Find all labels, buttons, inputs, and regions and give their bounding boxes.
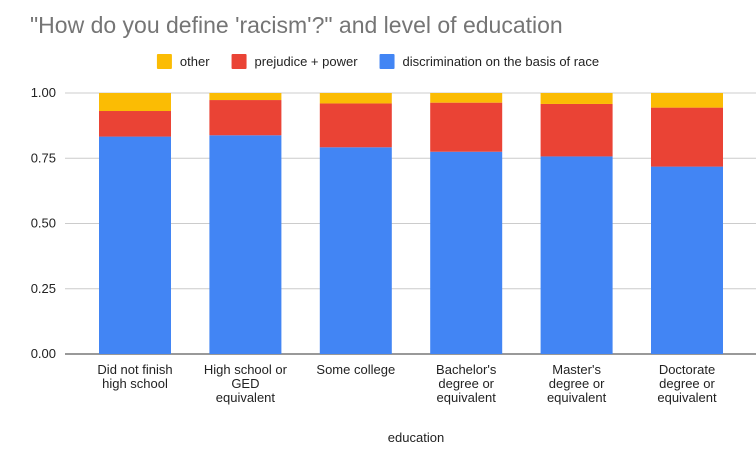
x-tick-label-line: Did not finish xyxy=(97,362,172,377)
legend: other prejudice + power discrimination on … xyxy=(156,54,600,69)
y-tick-label: 0.00 xyxy=(31,346,56,361)
bar-other-2 xyxy=(319,93,392,104)
x-axis-title: education xyxy=(388,430,444,445)
legend-swatch xyxy=(231,54,247,69)
x-tick-label-line: equivalent xyxy=(216,390,276,405)
legend-label: prejudice + power xyxy=(255,54,359,69)
x-tick-label-line: Master's xyxy=(552,362,601,377)
bar-discrimination-on-the-basis-of-race-2 xyxy=(319,147,392,354)
bar-prejudice-power-5 xyxy=(651,107,723,167)
y-tick-label: 1.00 xyxy=(31,85,56,100)
bar-discrimination-on-the-basis-of-race-0 xyxy=(99,136,171,354)
x-tick-label-line: degree or xyxy=(438,376,494,391)
gridlines xyxy=(65,92,756,355)
y-tick-label: 0.75 xyxy=(31,150,56,165)
x-tick-label-line: equivalent xyxy=(657,390,717,405)
x-tick-label-line: GED xyxy=(231,376,259,391)
bar-other-5 xyxy=(651,93,723,108)
bar-other-4 xyxy=(540,93,613,104)
bars xyxy=(99,93,723,354)
x-tick-label-line: Some college xyxy=(316,362,395,377)
bar-prejudice-power-2 xyxy=(319,103,392,148)
bar-prejudice-power-3 xyxy=(430,102,503,152)
x-tick-label-line: High school or xyxy=(204,362,288,377)
x-tick-label-line: Doctorate xyxy=(659,362,715,377)
x-tick-label-line: Bachelor's xyxy=(436,362,497,377)
bar-discrimination-on-the-basis-of-race-4 xyxy=(540,156,613,354)
x-tick-label: High school or GED equivalent xyxy=(204,362,288,405)
x-tick-label-line: high school xyxy=(102,376,168,391)
x-tick-label: Bachelor's degree or equivalent xyxy=(436,362,497,405)
y-tick-label: 0.50 xyxy=(31,216,56,231)
bar-discrimination-on-the-basis-of-race-1 xyxy=(209,135,282,354)
bar-discrimination-on-the-basis-of-race-5 xyxy=(651,166,723,354)
x-tick-label-line: degree or xyxy=(549,376,605,391)
y-axis-ticks: 0.00 0.25 0.50 0.75 1.00 xyxy=(31,85,56,361)
legend-label: discrimination on the basis of race xyxy=(403,54,600,69)
x-tick-label-line: equivalent xyxy=(437,390,497,405)
legend-item-prejudice-power: prejudice + power xyxy=(231,54,359,69)
bar-discrimination-on-the-basis-of-race-3 xyxy=(430,151,503,354)
legend-label: other xyxy=(180,54,210,69)
bar-other-0 xyxy=(99,93,171,112)
bar-prejudice-power-1 xyxy=(209,100,282,136)
x-tick-label: Master's degree or equivalent xyxy=(547,362,607,405)
x-tick-label: Some college xyxy=(316,362,395,377)
legend-item-discrimination-on-the-basis-of-race: discrimination on the basis of race xyxy=(379,54,600,69)
bar-other-3 xyxy=(430,93,503,103)
x-axis-ticks: Did not finish high school High school or G… xyxy=(97,362,717,405)
legend-swatch xyxy=(156,54,172,69)
chart-title: "How do you define 'racism'?" and level … xyxy=(30,12,563,38)
y-tick-label: 0.25 xyxy=(31,281,56,296)
bar-prejudice-power-0 xyxy=(99,111,171,137)
x-tick-label: Did not finish high school xyxy=(97,362,172,391)
x-tick-label-line: degree or xyxy=(659,376,715,391)
bar-prejudice-power-4 xyxy=(540,103,613,157)
x-tick-label-line: equivalent xyxy=(547,390,607,405)
legend-item-other: other xyxy=(156,54,210,69)
bar-other-1 xyxy=(209,93,282,101)
x-tick-label: Doctorate degree or equivalent xyxy=(657,362,717,405)
legend-swatch xyxy=(379,54,395,69)
